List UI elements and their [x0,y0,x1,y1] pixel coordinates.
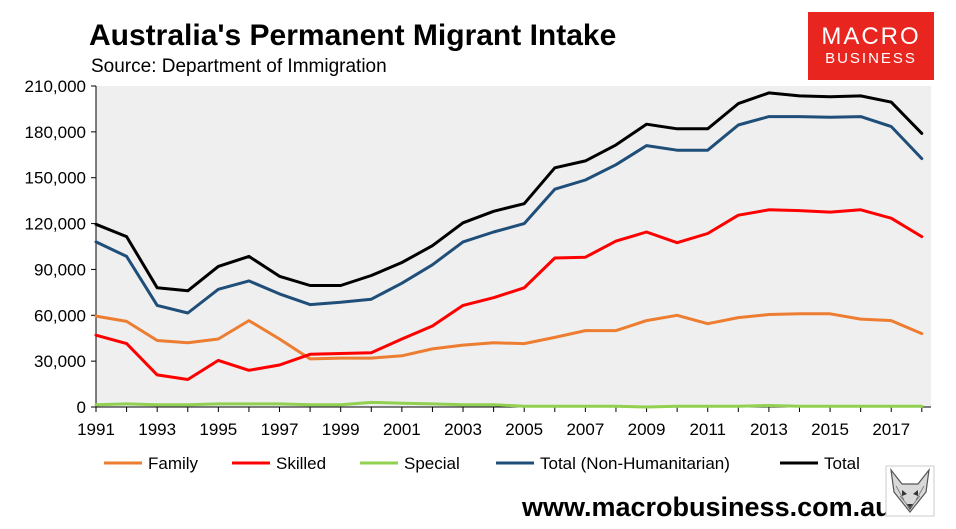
x-tick-label: 1997 [261,420,299,439]
series-layer [94,91,924,409]
chart-title: Australia's Permanent Migrant Intake [89,19,616,52]
x-tick-label: 1995 [199,420,237,439]
x-tick-label: 1999 [322,420,360,439]
chart-source: Source: Department of Immigration [91,56,387,77]
legend: Family Skilled Special Total (Non-Humanitar… [104,454,860,473]
macrobusiness-logo: MACRO BUSINESS [808,12,934,80]
x-tick-label: 2009 [628,420,666,439]
logo-background [808,12,934,80]
legend-label-total: Total [824,454,860,473]
legend-label-skilled: Skilled [276,454,326,473]
legend-label-family: Family [148,454,199,473]
series-line-skilled [94,208,924,381]
series-line-special [94,400,924,409]
y-tick-label: 120,000 [25,215,86,234]
x-tick-label: 2007 [566,420,604,439]
y-tick-label: 90,000 [34,260,86,279]
series-line-total [94,91,924,293]
series-line-total-non-humanitarian [94,115,924,315]
series-line-family [94,312,924,361]
logo-text-business: BUSINESS [825,50,917,67]
website-url: www.macrobusiness.com.au [521,492,892,522]
fox-logo-icon [885,465,935,517]
x-tick-label: 2003 [444,420,482,439]
x-tick-label: 2011 [689,420,726,439]
legend-label-total-non-humanitarian: Total (Non-Humanitarian) [540,454,730,473]
plot-area [96,86,931,407]
x-tick-label: 2015 [811,420,849,439]
x-tick-label: 2013 [750,420,788,439]
x-tick-label: 1991 [77,420,115,439]
x-tick-label: 2005 [505,420,543,439]
x-tick-label: 2017 [872,420,910,439]
x-tick-label: 1993 [138,420,176,439]
y-tick-label: 150,000 [25,169,86,188]
y-tick-label: 210,000 [25,77,86,96]
y-tick-label: 180,000 [25,123,86,142]
y-axis: 0 30,000 60,000 90,000 120,000 150,000 180,000… [25,77,97,417]
x-tick-label: 2001 [383,420,421,439]
logo-text-macro: MACRO [821,23,920,50]
x-axis: 1991 1993 1995 1997 1999 2001 2003 2005 2007 2009… [77,406,931,439]
y-tick-label: 30,000 [34,352,86,371]
y-tick-label: 0 [77,398,86,417]
legend-label-special: Special [404,454,460,473]
y-tick-label: 60,000 [34,306,86,325]
